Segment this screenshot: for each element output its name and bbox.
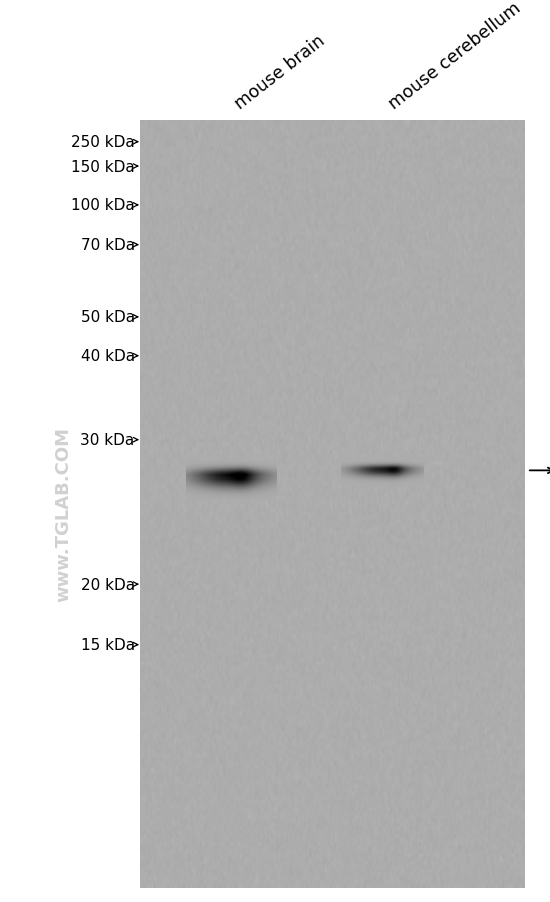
- Text: 70 kDa: 70 kDa: [81, 238, 135, 253]
- Text: 20 kDa: 20 kDa: [81, 577, 135, 592]
- Text: mouse cerebellum: mouse cerebellum: [385, 0, 524, 113]
- Text: mouse brain: mouse brain: [231, 32, 328, 113]
- Text: 100 kDa: 100 kDa: [71, 198, 135, 213]
- Text: 50 kDa: 50 kDa: [81, 310, 135, 325]
- Text: 40 kDa: 40 kDa: [81, 349, 135, 364]
- Text: 150 kDa: 150 kDa: [71, 160, 135, 174]
- Text: 15 kDa: 15 kDa: [81, 638, 135, 652]
- Text: 30 kDa: 30 kDa: [80, 433, 135, 447]
- Text: www.TGLAB.COM: www.TGLAB.COM: [54, 427, 72, 602]
- Text: 250 kDa: 250 kDa: [71, 135, 135, 150]
